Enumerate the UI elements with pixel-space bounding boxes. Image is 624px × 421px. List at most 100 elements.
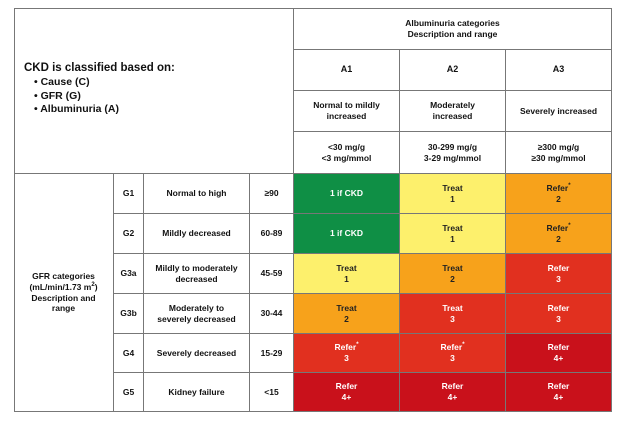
gfr-code: G3b — [114, 294, 144, 334]
criterion-cause: Cause (C) — [34, 76, 293, 90]
risk-cell-g3a-a3: Refer 3 — [506, 254, 612, 294]
gfr-header-line3: Description and — [31, 292, 96, 303]
risk-cell-g3b-a1: Treat 2 — [294, 294, 400, 334]
risk-action: Refer — [547, 381, 570, 392]
gfr-code: G4 — [114, 334, 144, 373]
albuminuria-range-a3: ≥300 mg/g ≥30 mg/mmol — [506, 132, 612, 174]
risk-action: Refer — [335, 381, 358, 392]
risk-action: Treat — [442, 182, 463, 193]
footnote-star: * — [568, 223, 571, 230]
range-a3-mg-mmol: ≥30 mg/mmol — [531, 152, 586, 163]
footnote-star: * — [356, 342, 359, 349]
albuminuria-header-line2: Description and range — [407, 28, 498, 39]
risk-action: Refer* — [546, 222, 571, 233]
range-a1-mg-mmol: <3 mg/mmol — [321, 152, 372, 163]
risk-action: 1 if CKD — [329, 188, 364, 199]
risk-frequency: 1 — [450, 193, 455, 204]
albuminuria-desc-a3: Severely increased — [506, 91, 612, 132]
risk-action: Treat — [442, 302, 463, 313]
risk-action: Treat — [442, 222, 463, 233]
risk-action: Refer* — [440, 342, 465, 353]
gfr-description: Moderately to severely decreased — [144, 294, 250, 334]
risk-cell-g2-a3: Refer* 2 — [506, 214, 612, 254]
risk-cell-g1-a3: Refer* 2 — [506, 174, 612, 214]
risk-frequency: 3 — [450, 353, 455, 363]
gfr-range: 30-44 — [250, 294, 294, 334]
footnote-star: * — [462, 342, 465, 349]
gfr-description: Normal to high — [144, 174, 250, 214]
albuminuria-desc-a1: Normal to mildly increased — [294, 91, 400, 132]
risk-frequency: 3 — [556, 273, 561, 284]
risk-frequency: 3 — [344, 353, 349, 363]
albuminuria-range-a2: 30-299 mg/g 3-29 mg/mmol — [400, 132, 506, 174]
risk-cell-g3b-a2: Treat 3 — [400, 294, 506, 334]
footnote-star: * — [568, 183, 571, 190]
risk-action: Refer — [441, 381, 464, 392]
gfr-header-line4: range — [51, 303, 76, 314]
gfr-range: 45-59 — [250, 254, 294, 294]
risk-action: Treat — [336, 262, 357, 273]
risk-cell-g3a-a2: Treat 2 — [400, 254, 506, 294]
risk-cell-g1-a2: Treat 1 — [400, 174, 506, 214]
range-a3-mg-g: ≥300 mg/g — [537, 141, 580, 152]
classification-title: CKD is classified based on: — [24, 62, 175, 74]
risk-action: Refer* — [546, 182, 571, 193]
risk-frequency: 2 — [556, 193, 561, 204]
risk-action: Treat — [336, 302, 357, 313]
risk-frequency: 4+ — [553, 392, 564, 402]
risk-action: Refer — [547, 262, 570, 273]
classification-block: CKD is classified based on: Cause (C) GF… — [14, 8, 294, 174]
range-a2-mg-mmol: 3-29 mg/mmol — [423, 152, 482, 163]
risk-frequency: 1 — [344, 273, 349, 284]
risk-cell-g2-a1: 1 if CKD — [294, 214, 400, 254]
range-a2-mg-g: 30-299 mg/g — [427, 141, 478, 152]
range-a1-mg-g: <30 mg/g — [327, 141, 366, 152]
gfr-header: GFR categories (mL/min/1.73 m2) Descript… — [14, 174, 114, 412]
albuminuria-code-a1: A1 — [294, 50, 400, 91]
risk-frequency: 4+ — [447, 392, 458, 402]
risk-cell-g4-a1: Refer* 3 — [294, 334, 400, 373]
albuminuria-code-a2: A2 — [400, 50, 506, 91]
risk-action: Refer — [547, 342, 570, 353]
risk-cell-g4-a3: Refer 4+ — [506, 334, 612, 373]
albuminuria-code-a3: A3 — [506, 50, 612, 91]
risk-cell-g2-a2: Treat 1 — [400, 214, 506, 254]
gfr-header-unit: (mL/min/1.73 m2) — [29, 281, 98, 292]
classification-criteria: Cause (C) GFR (G) Albuminuria (A) — [34, 76, 293, 117]
risk-cell-g3a-a1: Treat 1 — [294, 254, 400, 294]
risk-frequency: 2 — [450, 273, 455, 284]
risk-cell-g4-a2: Refer* 3 — [400, 334, 506, 373]
risk-action: Refer* — [334, 342, 359, 353]
risk-frequency: 1 — [450, 233, 455, 244]
risk-frequency: 3 — [556, 313, 561, 324]
gfr-code: G3a — [114, 254, 144, 294]
ckd-classification-table: CKD is classified based on: Cause (C) GF… — [14, 8, 612, 412]
gfr-range: 15-29 — [250, 334, 294, 373]
gfr-code: G2 — [114, 214, 144, 254]
risk-action: 1 if CKD — [329, 228, 364, 239]
risk-frequency: 4+ — [341, 392, 352, 402]
risk-cell-g3b-a3: Refer 3 — [506, 294, 612, 334]
risk-frequency: 4+ — [553, 353, 564, 363]
risk-action: Treat — [442, 262, 463, 273]
gfr-code: G1 — [114, 174, 144, 214]
albuminuria-desc-a2: Moderately increased — [400, 91, 506, 132]
gfr-range: 60-89 — [250, 214, 294, 254]
albuminuria-header-line1: Albuminuria categories — [405, 17, 500, 28]
criterion-gfr: GFR (G) — [34, 90, 293, 104]
risk-frequency: 2 — [344, 313, 349, 324]
gfr-description: Mildly to moderately decreased — [144, 254, 250, 294]
albuminuria-range-a1: <30 mg/g <3 mg/mmol — [294, 132, 400, 174]
risk-frequency: 2 — [556, 233, 561, 244]
gfr-description: Severely decreased — [144, 334, 250, 373]
risk-cell-g5-a2: Refer 4+ — [400, 373, 506, 412]
risk-cell-g5-a3: Refer 4+ — [506, 373, 612, 412]
risk-cell-g1-a1: 1 if CKD — [294, 174, 400, 214]
criterion-albuminuria: Albuminuria (A) — [34, 103, 293, 117]
gfr-range: ≥90 — [250, 174, 294, 214]
risk-action: Refer — [547, 302, 570, 313]
gfr-range: <15 — [250, 373, 294, 412]
risk-frequency: 3 — [450, 313, 455, 324]
gfr-description: Kidney failure — [144, 373, 250, 412]
gfr-description: Mildly decreased — [144, 214, 250, 254]
